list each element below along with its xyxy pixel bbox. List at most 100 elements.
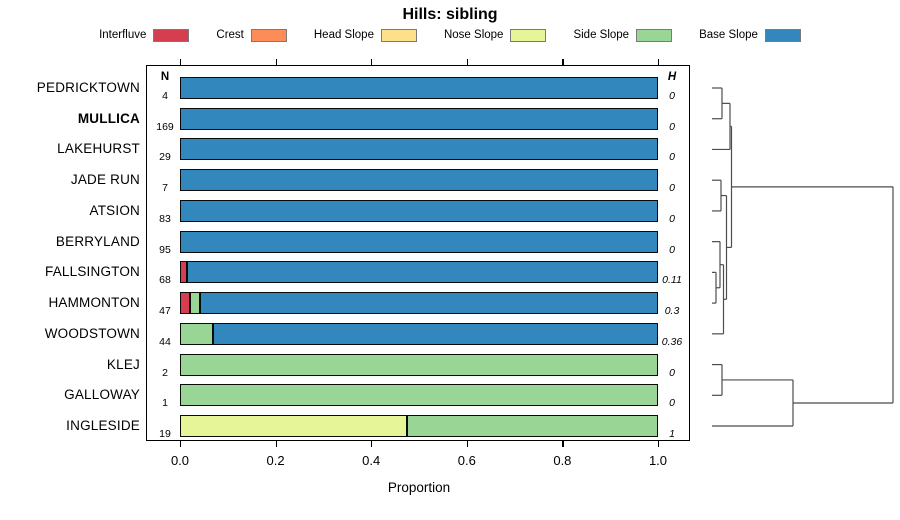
legend-item-head-slope: Head Slope (313, 28, 417, 42)
h-value: 0.11 (662, 274, 682, 287)
axis-tick (466, 59, 468, 65)
h-value: 0 (669, 212, 675, 225)
legend-label: Base Slope (699, 29, 758, 41)
legend-swatch-icon (250, 28, 287, 42)
legend-item-crest: Crest (216, 28, 287, 42)
bar (180, 353, 658, 376)
bar-segment (180, 261, 188, 284)
bar (180, 107, 658, 130)
axis-tick-label: 0.8 (553, 453, 572, 468)
bar (180, 292, 658, 315)
row-label-woodstown: WOODSTOWN (44, 325, 140, 341)
n-value: 7 (162, 182, 168, 195)
axis-tick (275, 441, 277, 447)
bar (180, 77, 658, 99)
n-column-header: N (160, 71, 170, 83)
h-value: 0 (669, 120, 675, 133)
row-label-lakehurst: LAKEHURST (57, 141, 140, 157)
bar (180, 230, 658, 253)
bar (180, 169, 658, 192)
row-label-fallsington: FALLSINGTON (45, 264, 140, 280)
legend: Interfluve Crest Head Slope Nose Slope Side … (0, 26, 900, 44)
bar (180, 384, 658, 407)
h-value: 0 (669, 366, 675, 379)
n-value: 83 (159, 212, 171, 225)
bar-segment (406, 415, 658, 438)
axis-tick (275, 59, 277, 65)
axis-tick (562, 59, 564, 65)
axis-tick-label: 1.0 (648, 453, 668, 468)
legend-label: Head Slope (313, 29, 374, 41)
h-value: 0 (669, 182, 675, 195)
bar (180, 415, 658, 438)
legend-swatch-icon (764, 28, 801, 42)
n-value: 1 (162, 397, 168, 410)
bar (180, 261, 658, 284)
row-label-klej: KLEJ (106, 356, 140, 372)
axis-tick (658, 59, 660, 65)
bar-segment (180, 353, 658, 376)
legend-label: Interfluve (99, 29, 147, 41)
bar-segment (180, 199, 658, 222)
bar-segment (180, 384, 658, 407)
legend-swatch-icon (510, 28, 547, 42)
legend-item-side-slope: Side Slope (573, 28, 673, 42)
legend-swatch-icon (380, 28, 417, 42)
row-label-ingleside: INGLESIDE (66, 418, 140, 434)
axis-tick-label: 0.4 (362, 453, 381, 468)
h-value: 0 (669, 151, 675, 164)
n-value: 4 (162, 90, 168, 102)
bar-segment (180, 77, 658, 99)
bar-segment (180, 230, 658, 253)
axis-tick (371, 441, 373, 447)
row-label-mullica: MULLICA (77, 110, 140, 126)
bar (180, 138, 658, 161)
bar-segment (180, 292, 191, 315)
bar-segment (190, 292, 201, 315)
bar-segment (180, 138, 658, 161)
axis-tick (180, 441, 182, 447)
n-value: 47 (159, 305, 171, 318)
chart-title: Hills: sibling (402, 6, 498, 23)
bar-segment (200, 292, 658, 315)
h-value: 0 (669, 397, 675, 410)
legend-label: Side Slope (573, 29, 630, 41)
row-label-galloway: GALLOWAY (64, 387, 140, 403)
legend-item-nose-slope: Nose Slope (443, 28, 547, 42)
h-value: 0.36 (661, 335, 683, 348)
n-value: 19 (159, 428, 171, 441)
n-value: 169 (156, 120, 174, 133)
axis-tick (466, 441, 468, 447)
axis-tick-label: 0.2 (266, 453, 285, 468)
legend-item-base-slope: Base Slope (699, 28, 801, 42)
legend-label: Nose Slope (443, 29, 504, 41)
legend-item-interfluve: Interfluve (99, 28, 190, 42)
n-value: 2 (162, 366, 168, 379)
legend-swatch-icon (636, 28, 673, 42)
n-value: 29 (159, 151, 171, 164)
bar (180, 322, 658, 345)
legend-label: Crest (216, 29, 244, 41)
axis-tick (658, 441, 660, 447)
bar-segment (180, 107, 658, 130)
h-column-header: H (667, 71, 677, 83)
h-value: 0.3 (664, 305, 680, 318)
bar-segment (187, 261, 658, 284)
n-value: 68 (159, 274, 171, 287)
h-value: 0 (669, 243, 675, 256)
bar-segment (212, 322, 658, 345)
row-label-pedricktown: PEDRICKTOWN (36, 80, 140, 95)
bar (180, 199, 658, 222)
row-label-jade-run: JADE RUN (70, 172, 140, 188)
row-label-atsion: ATSION (89, 202, 140, 218)
row-label-hammonton: HAMMONTON (48, 295, 140, 311)
axis-tick (180, 59, 182, 65)
axis-tick (371, 59, 373, 65)
plot-box (146, 65, 690, 441)
axis-tick (562, 441, 564, 447)
axis-tick-label: 0.0 (170, 453, 190, 468)
n-value: 95 (159, 243, 171, 256)
axis-tick-label: 0.6 (457, 453, 476, 468)
row-label-berryland: BERRYLAND (55, 233, 140, 249)
